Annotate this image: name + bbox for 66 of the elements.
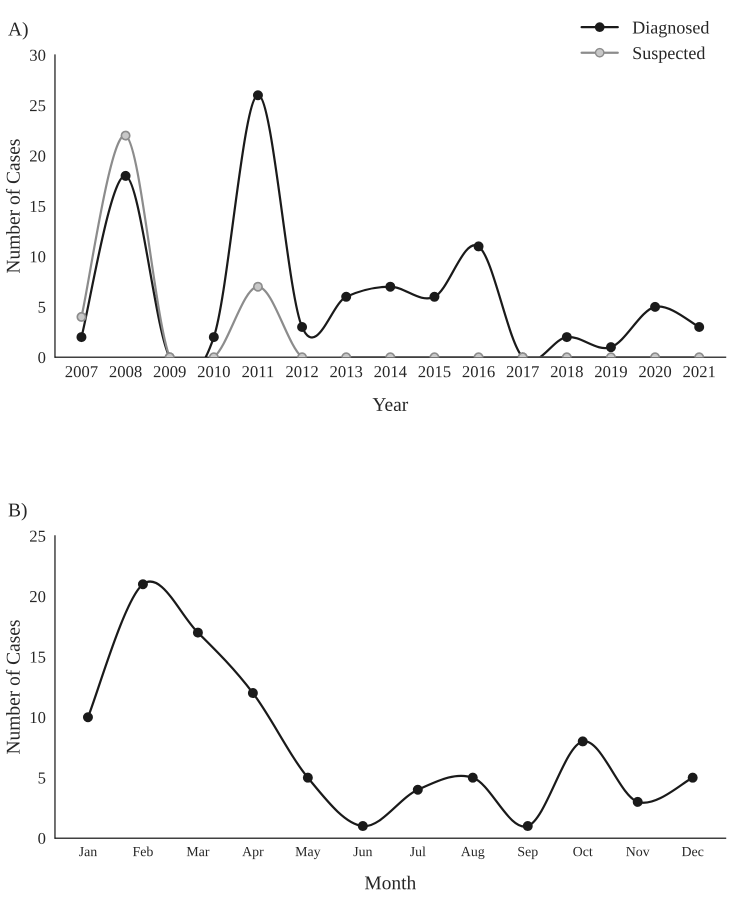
x-tick-label: Feb bbox=[132, 846, 153, 856]
point bbox=[385, 282, 396, 292]
x-tick-label: 2016 bbox=[462, 366, 495, 378]
point bbox=[412, 784, 423, 795]
point bbox=[120, 130, 131, 141]
y-tick-label: 25 bbox=[30, 530, 46, 542]
y-tick-label: 20 bbox=[30, 591, 46, 602]
point bbox=[578, 736, 588, 746]
point bbox=[82, 712, 93, 722]
y-tick-label: 15 bbox=[30, 200, 46, 212]
x-tick-label: 2007 bbox=[66, 366, 98, 378]
y-tick-label: 25 bbox=[30, 100, 46, 112]
x-tick-label: Mar bbox=[186, 847, 210, 856]
y-axis-title: Number of Cases bbox=[6, 620, 20, 754]
x-tick-label: 2014 bbox=[374, 366, 407, 378]
x-tick-label: 2011 bbox=[242, 366, 274, 378]
x-tick-label: 2021 bbox=[683, 366, 715, 378]
point bbox=[252, 90, 263, 100]
y-tick-label: 5 bbox=[38, 772, 46, 784]
y-axis-title: Number of Cases bbox=[6, 139, 20, 274]
x-tick-label: Sep bbox=[518, 846, 538, 860]
x-tick-label: Nov bbox=[626, 847, 650, 856]
chart-title: B) bbox=[8, 502, 27, 521]
x-tick-label: Apr bbox=[242, 846, 264, 860]
x-axis-title: Month bbox=[364, 876, 416, 890]
x-tick-label: 2009 bbox=[154, 366, 186, 378]
point bbox=[120, 170, 131, 181]
x-tick-label: 2012 bbox=[286, 366, 318, 378]
point bbox=[192, 628, 203, 638]
x-tick-label: 2017 bbox=[506, 366, 539, 378]
y-tick-label: 30 bbox=[30, 50, 46, 61]
y-tick-label: 15 bbox=[30, 652, 46, 663]
point bbox=[468, 772, 478, 783]
x-tick-label: Jul bbox=[410, 846, 426, 856]
x-tick-label: Jan bbox=[78, 847, 98, 856]
y-tick-label: 0 bbox=[38, 832, 46, 844]
x-axis-title: Year bbox=[372, 398, 408, 412]
x-tick-label: 2013 bbox=[330, 366, 362, 378]
legend-label: Diagnosed bbox=[632, 20, 710, 38]
x-tick-label: Oct bbox=[573, 846, 593, 856]
point bbox=[252, 282, 263, 292]
point bbox=[138, 579, 148, 590]
point bbox=[522, 821, 533, 832]
x-tick-label: 2008 bbox=[110, 366, 142, 378]
y-tick-label: 0 bbox=[38, 352, 46, 364]
point bbox=[632, 796, 643, 807]
y-tick-label: 10 bbox=[30, 251, 46, 262]
x-tick-label: Dec bbox=[682, 847, 704, 856]
point bbox=[474, 241, 484, 252]
x-tick-label: 2015 bbox=[418, 366, 450, 378]
x-tick-label: May bbox=[296, 846, 321, 860]
y-tick-label: 10 bbox=[30, 712, 46, 724]
point bbox=[688, 772, 698, 783]
chart-title: A) bbox=[8, 22, 28, 40]
x-tick-label: 2018 bbox=[550, 366, 583, 378]
x-tick-label: 2020 bbox=[639, 366, 672, 378]
x-tick-label: 2010 bbox=[198, 366, 230, 378]
y-tick-label: 5 bbox=[38, 302, 46, 313]
point bbox=[302, 772, 313, 783]
legend-label: Suspected bbox=[633, 46, 706, 63]
point bbox=[358, 821, 368, 832]
y-tick-label: 20 bbox=[30, 150, 46, 162]
x-tick-label: Jun bbox=[353, 847, 372, 856]
x-tick-label: Aug bbox=[460, 846, 484, 860]
x-tick-label: 2019 bbox=[595, 366, 627, 378]
point bbox=[248, 688, 258, 698]
